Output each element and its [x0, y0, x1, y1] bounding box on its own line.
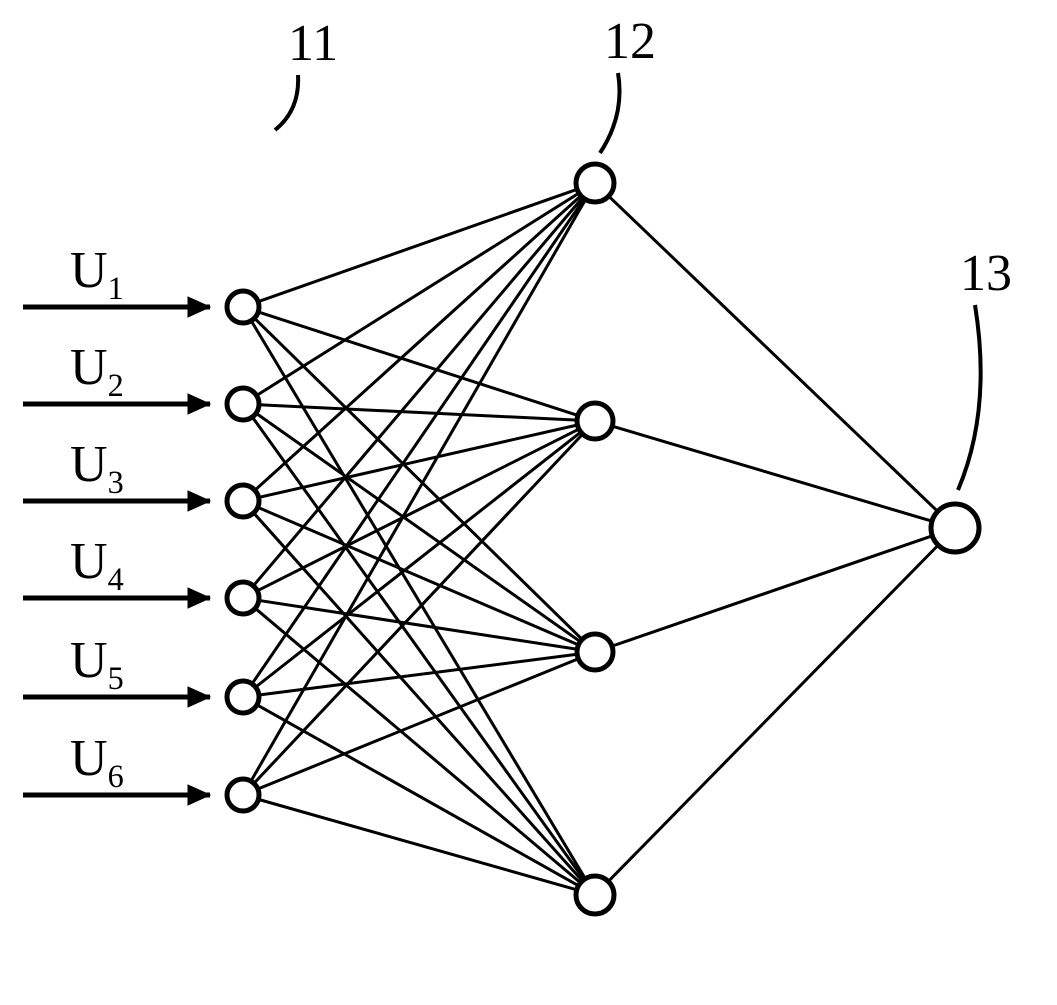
edge-input-hidden [258, 799, 576, 889]
input-label: U1 [70, 242, 124, 306]
callout-line [958, 305, 981, 490]
edge-hidden-output [612, 426, 932, 521]
edge-input-hidden [255, 196, 581, 491]
edge-input-hidden [257, 429, 579, 591]
edge-hidden-output [612, 536, 932, 646]
edge-input-hidden [259, 425, 578, 497]
input-label: U4 [70, 533, 124, 597]
hidden-node [577, 634, 613, 670]
hidden-node [576, 164, 614, 202]
input-node [227, 681, 259, 713]
input-node [227, 485, 259, 517]
edge-hidden-output [608, 545, 938, 881]
edge-input-hidden [257, 705, 578, 886]
arrowhead-icon [188, 588, 210, 608]
edge-input-hidden [258, 189, 577, 301]
callout-line [275, 75, 298, 130]
hidden-node [577, 403, 613, 439]
arrowhead-icon [188, 297, 210, 317]
input-node [227, 779, 259, 811]
hidden-node [576, 876, 614, 914]
input-node [227, 291, 259, 323]
arrowhead-icon [188, 491, 210, 511]
edges-group [251, 189, 938, 889]
arrowheads-group [188, 297, 210, 805]
neural-network-diagram: U1 U2 U3 U4 U5 U6 11 12 13 [0, 0, 1057, 1005]
input-label: U6 [70, 730, 124, 794]
layer-label-input: 11 [288, 15, 338, 72]
input-node [227, 582, 259, 614]
edge-input-hidden [259, 654, 577, 695]
arrowhead-icon [188, 687, 210, 707]
layer-label-output: 13 [960, 245, 1012, 302]
callout-line [600, 73, 620, 153]
input-label: U5 [70, 632, 124, 696]
input-node [227, 388, 259, 420]
input-label: U2 [70, 339, 124, 403]
arrowhead-icon [188, 785, 210, 805]
arrowhead-icon [188, 394, 210, 414]
layer-label-hidden: 12 [604, 13, 656, 70]
edge-hidden-output [609, 196, 938, 511]
input-label: U3 [70, 436, 124, 500]
callouts-group [275, 73, 981, 490]
edge-input-hidden [258, 659, 579, 789]
output-node [931, 504, 979, 552]
